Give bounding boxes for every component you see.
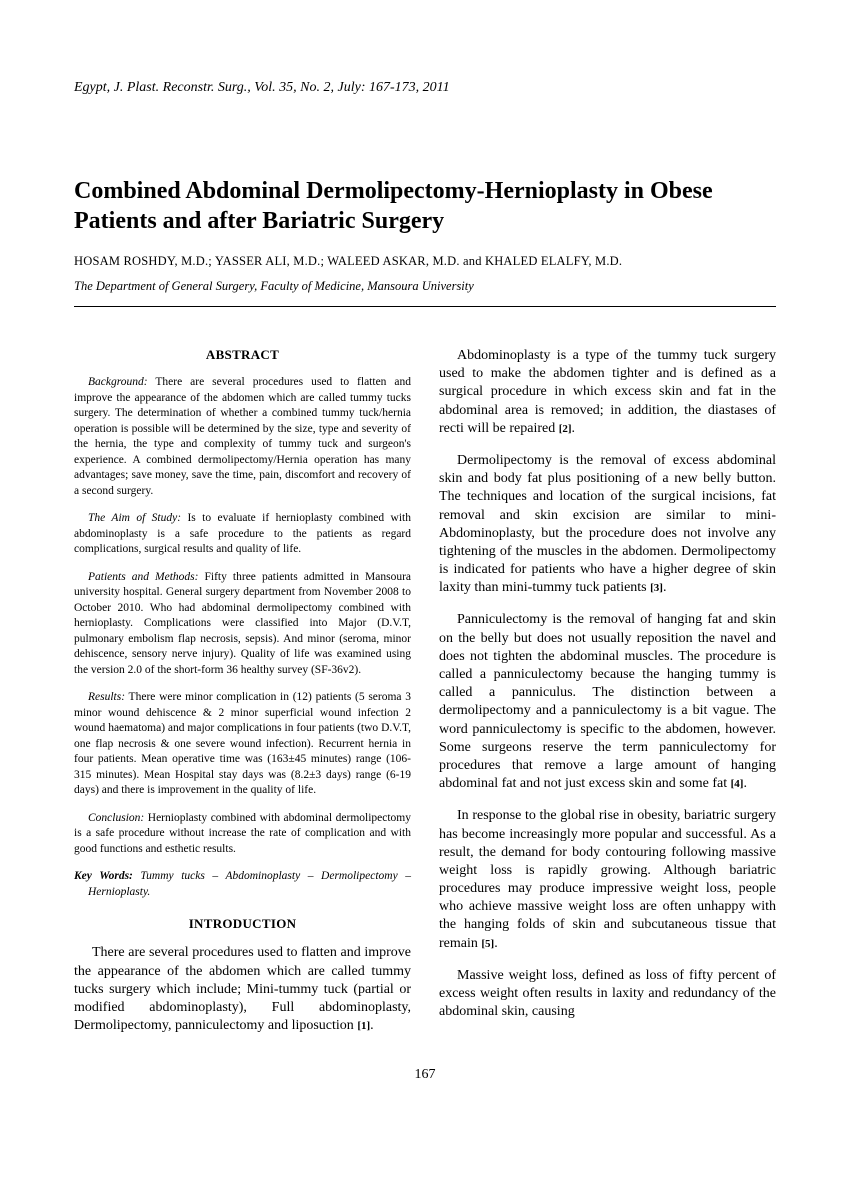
abstract-results: Results: There were minor complication i…: [74, 690, 411, 799]
keywords: Key Words: Tummy tucks – Abdominoplasty …: [74, 869, 411, 900]
journal-reference: Egypt, J. Plast. Reconstr. Surg., Vol. 3…: [74, 80, 776, 96]
keywords-text: Tummy tucks – Abdominoplasty – Dermolipe…: [88, 870, 411, 898]
intro-para-5: In response to the global rise in obesit…: [439, 807, 776, 953]
page-number: 167: [74, 1067, 776, 1083]
citation-ref: [4]: [731, 778, 744, 790]
para-text: Massive weight loss, defined as loss of …: [439, 968, 776, 1019]
abstract-text: There were minor complication in (12) pa…: [74, 691, 411, 796]
citation-ref: [5]: [481, 938, 494, 950]
para-text: Panniculectomy is the removal of hanging…: [439, 612, 776, 791]
affiliation: The Department of General Surgery, Facul…: [74, 279, 776, 294]
abstract-conclusion: Conclusion: Hernioplasty combined with a…: [74, 811, 411, 858]
abstract-lead: Results:: [88, 691, 125, 703]
citation-ref: [3]: [650, 582, 663, 594]
two-column-layout: ABSTRACT Background: There are several p…: [74, 347, 776, 1049]
header-divider: [74, 306, 776, 307]
abstract-methods: Patients and Methods: Fifty three patien…: [74, 570, 411, 679]
article-title: Combined Abdominal Dermolipectomy-Hernio…: [74, 176, 776, 236]
abstract-text: Fifty three patients admitted in Mansour…: [74, 571, 411, 676]
abstract-lead: The Aim of Study:: [88, 512, 181, 524]
introduction-heading: INTRODUCTION: [74, 916, 411, 932]
abstract-heading: ABSTRACT: [74, 347, 411, 363]
abstract-background: Background: There are several procedures…: [74, 375, 411, 499]
para-text: In response to the global rise in obesit…: [439, 808, 776, 950]
intro-para-3: Dermolipectomy is the removal of excess …: [439, 452, 776, 598]
intro-para-1: There are several procedures used to fla…: [74, 944, 411, 1035]
abstract-text: There are several procedures used to fla…: [74, 376, 411, 497]
citation-ref: [2]: [559, 423, 572, 435]
intro-para-2: Abdominoplasty is a type of the tummy tu…: [439, 347, 776, 438]
intro-para-6: Massive weight loss, defined as loss of …: [439, 967, 776, 1022]
right-column: Abdominoplasty is a type of the tummy tu…: [439, 347, 776, 1049]
para-text: Dermolipectomy is the removal of excess …: [439, 453, 776, 595]
keywords-label: Key Words:: [74, 870, 133, 882]
citation-ref: [1]: [357, 1020, 370, 1032]
intro-para-4: Panniculectomy is the removal of hanging…: [439, 611, 776, 793]
abstract-aim: The Aim of Study: Is to evaluate if hern…: [74, 511, 411, 558]
abstract-lead: Background:: [88, 376, 148, 388]
abstract-lead: Patients and Methods:: [88, 571, 198, 583]
authors-line: HOSAM ROSHDY, M.D.; YASSER ALI, M.D.; WA…: [74, 254, 776, 269]
left-column: ABSTRACT Background: There are several p…: [74, 347, 411, 1049]
abstract-lead: Conclusion:: [88, 812, 144, 824]
para-text: Abdominoplasty is a type of the tummy tu…: [439, 348, 776, 436]
